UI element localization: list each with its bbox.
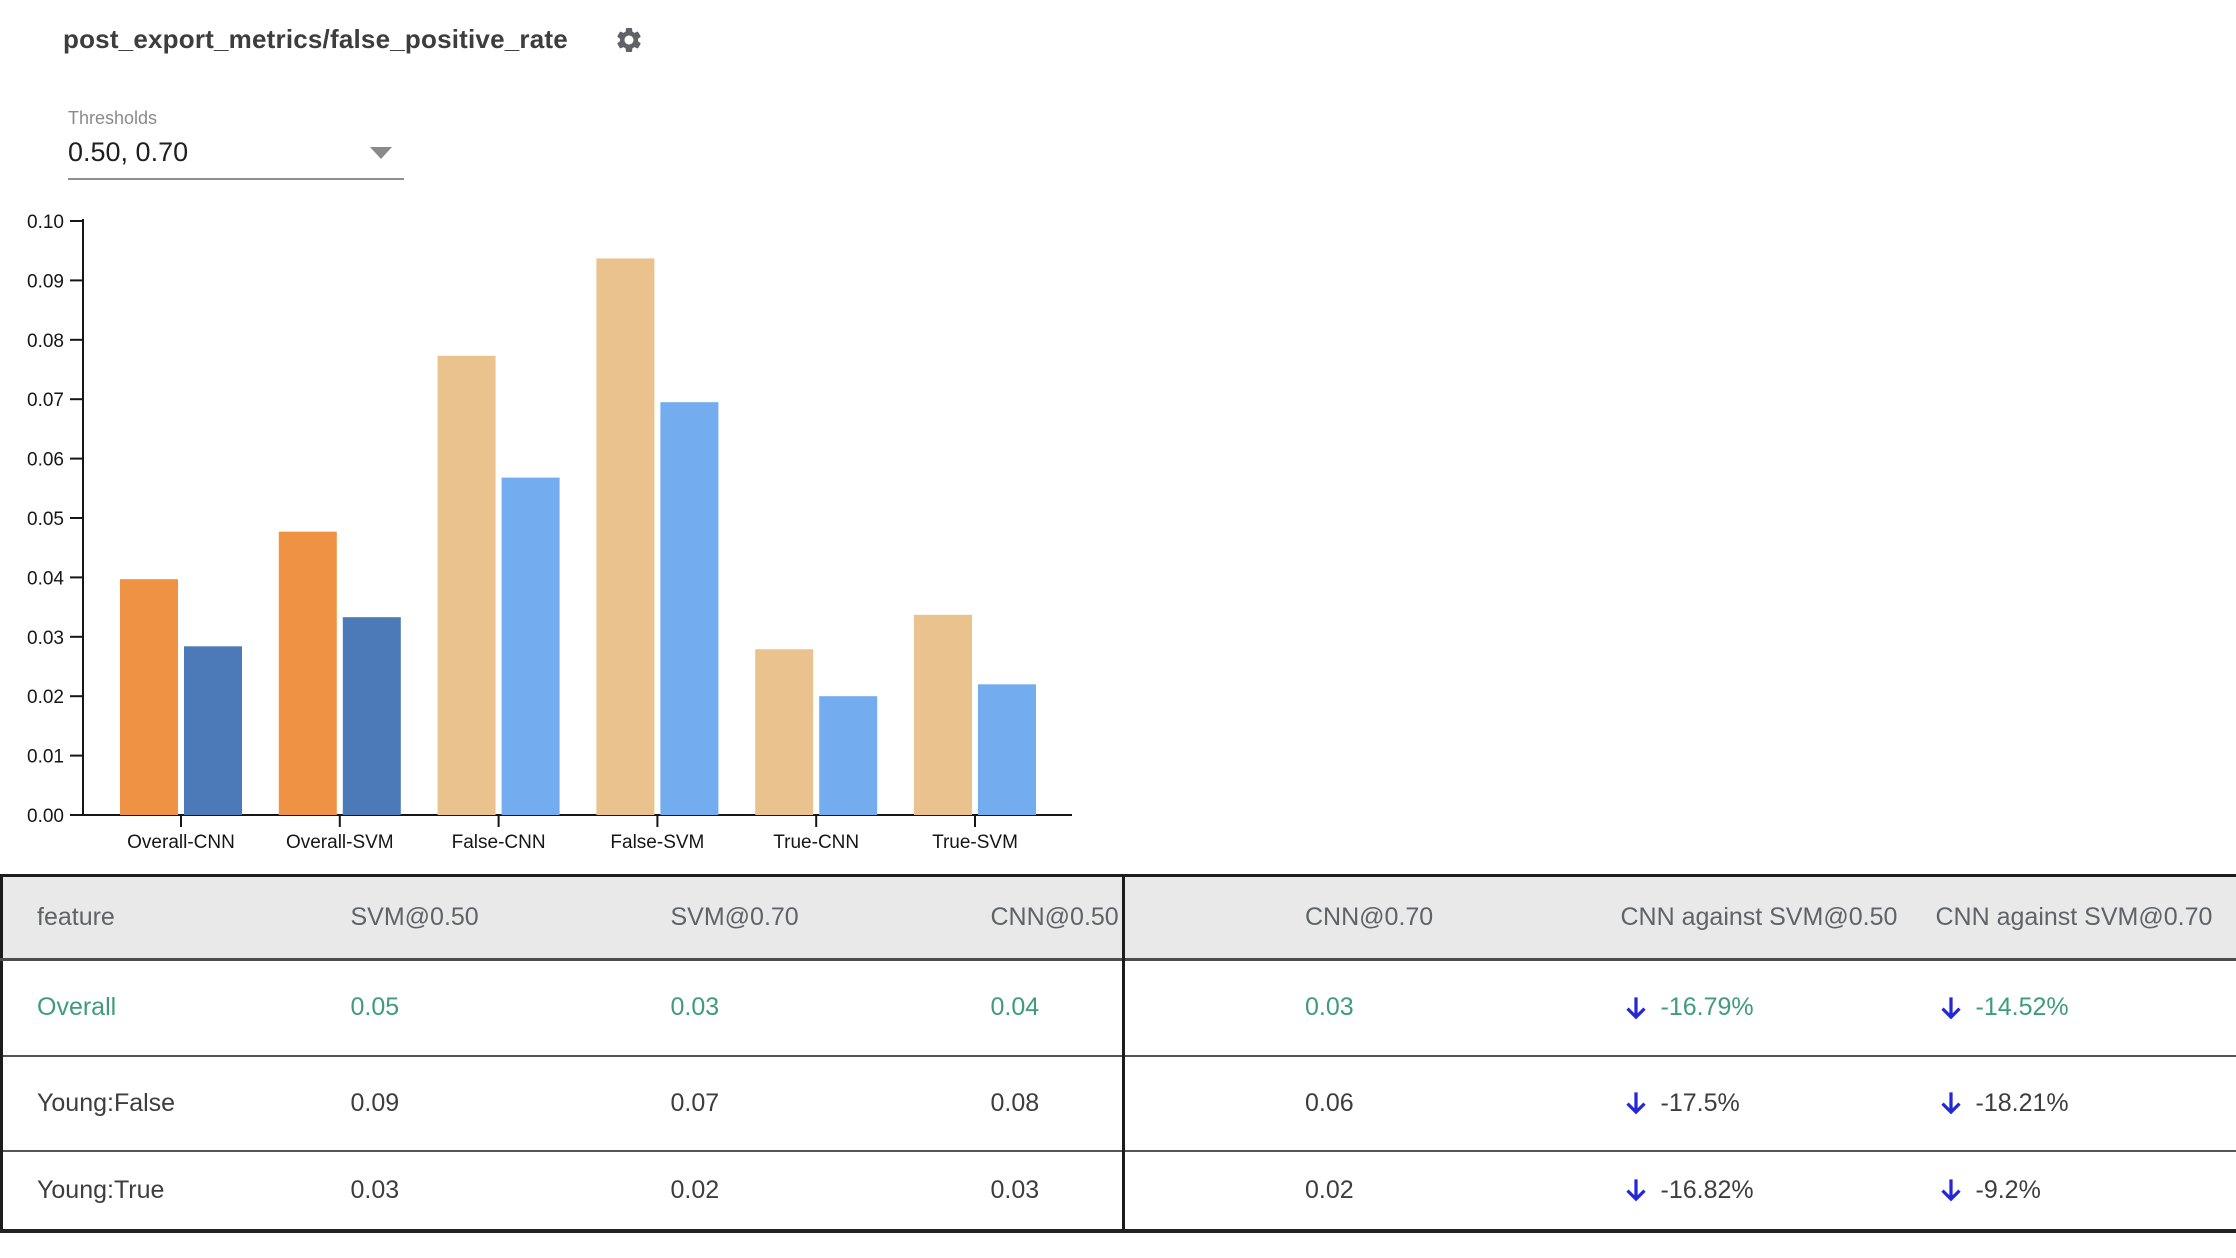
arrow-down-icon [1625, 1092, 1646, 1115]
feature-cell: Young:True [2, 1151, 317, 1231]
delta-cell: -9.2% [1902, 1151, 2236, 1231]
y-axis-tick-label: 0.10 [27, 212, 64, 233]
table-row-young-true[interactable]: Young:True 0.03 0.02 0.03 0.02 -16.82% -… [1, 1150, 2236, 1231]
metric-value: 0.02 [1305, 1175, 1354, 1204]
delta-value: -16.82% [1660, 1175, 1754, 1204]
fpr-bar-chart: 0.00 0.01 0.02 0.03 0.04 0.05 0.06 0.07 0.08 0.09… [27, 212, 1072, 853]
value-cell: 0.05 [317, 960, 637, 1056]
bar-Overall-SVM-threshold-0.70[interactable] [342, 617, 401, 815]
y-axis-tick-label: 0.07 [27, 390, 64, 411]
value-cell: 0.06 [1124, 1056, 1587, 1151]
metric-value: 0.06 [1305, 1088, 1354, 1117]
delta-cell: -17.5% [1587, 1056, 1902, 1151]
delta-cell: -18.21% [1902, 1056, 2236, 1151]
bar-False-SVM-threshold-0.70[interactable] [660, 402, 719, 815]
value-cell: 0.09 [317, 1056, 637, 1151]
metric-value: 0.05 [350, 993, 400, 1022]
bar-True-SVM-threshold-0.70[interactable] [978, 684, 1036, 815]
x-axis-label-True-CNN: True-CNN [773, 832, 859, 853]
col-header-cnn-050: CNN@0.50 [956, 875, 1125, 960]
metric-value: 0.03 [350, 1175, 400, 1204]
thresholds-value: 0.50, 0.70 [68, 137, 189, 167]
feature-cell: Young:False [2, 1056, 317, 1151]
metric-value: 0.03 [1305, 993, 1354, 1022]
x-axis-label-True-SVM: True-SVM [932, 832, 1018, 853]
metric-value: 0.03 [990, 1175, 1040, 1204]
x-axis-label-False-SVM: False-SVM [610, 832, 704, 853]
y-axis-tick-label: 0.08 [27, 331, 64, 352]
metric-value: 0.02 [670, 1175, 720, 1204]
feature-label: Young:False [37, 1088, 176, 1117]
value-cell: 0.08 [956, 1055, 1125, 1151]
bar-False-CNN-threshold-0.50[interactable] [437, 355, 496, 815]
col-header-cnn-070: CNN@0.70 [1305, 903, 1434, 931]
delta-value: -17.5% [1660, 1088, 1740, 1117]
metric-value: 0.08 [990, 1088, 1040, 1117]
x-axis-label-Overall-SVM: Overall-SVM [286, 832, 394, 853]
delta-value: -18.21% [1975, 1088, 2069, 1117]
y-axis-tick-label: 0.01 [27, 747, 64, 768]
col-header-svm-070: SVM@0.70 [670, 903, 799, 931]
y-axis-tick-label: 0.04 [27, 568, 64, 589]
metric-value: 0.04 [990, 993, 1040, 1022]
arrow-down-icon [1625, 1179, 1646, 1202]
table-row-young-false[interactable]: Young:False 0.09 0.07 0.08 0.06 -17.5% -… [1, 1055, 2236, 1151]
chevron-down-icon [370, 146, 392, 159]
settings-button[interactable] [612, 24, 646, 58]
page-title: post_export_metrics/false_positive_rate [63, 24, 568, 54]
feature-cell: Overall [2, 960, 317, 1056]
value-cell: 0.03 [956, 1150, 1125, 1231]
value-cell: 0.03 [637, 960, 957, 1056]
metrics-table: feature SVM@0.50 SVM@0.70 CNN@0.50 CNN@0… [0, 874, 2236, 1233]
gear-icon [614, 27, 644, 58]
table-row-overall[interactable]: Overall 0.05 0.03 0.04 0.03 -16.79% -14.… [1, 959, 2236, 1056]
col-header-svm-050: SVM@0.50 [350, 903, 479, 931]
value-cell: 0.04 [956, 959, 1125, 1056]
delta-value: -14.52% [1975, 993, 2069, 1022]
metric-value: 0.09 [350, 1088, 400, 1117]
bar-True-CNN-threshold-0.50[interactable] [755, 649, 814, 815]
y-axis-tick-label: 0.09 [27, 271, 64, 292]
bar-False-SVM-threshold-0.50[interactable] [596, 258, 655, 815]
metric-value: 0.03 [670, 993, 720, 1022]
col-header-feature: feature [37, 903, 115, 931]
x-axis-label-Overall-CNN: Overall-CNN [127, 832, 235, 853]
delta-cell: -16.79% [1587, 960, 1902, 1056]
arrow-down-icon [1940, 1179, 1961, 1202]
thresholds-select[interactable]: Thresholds 0.50, 0.70 [68, 108, 404, 180]
col-header-cnn-vs-svm-070: CNN against SVM@0.70 [1935, 903, 2213, 931]
thresholds-label: Thresholds [68, 108, 158, 128]
delta-cell: -14.52% [1902, 960, 2236, 1056]
delta-value: -16.79% [1660, 993, 1754, 1022]
x-axis-label-False-CNN: False-CNN [452, 832, 546, 853]
y-axis-tick-label: 0.06 [27, 450, 64, 471]
feature-label: Overall [37, 993, 117, 1022]
bar-Overall-CNN-threshold-0.50[interactable] [120, 579, 178, 815]
value-cell: 0.02 [1124, 1151, 1587, 1231]
bar-False-CNN-threshold-0.70[interactable] [501, 477, 560, 815]
arrow-down-icon [1940, 997, 1961, 1020]
arrow-down-icon [1940, 1092, 1961, 1115]
value-cell: 0.02 [637, 1151, 957, 1231]
y-axis-tick-label: 0.05 [27, 509, 64, 530]
y-axis-tick-label: 0.00 [27, 806, 64, 827]
col-header-cnn-vs-svm-050: CNN against SVM@0.50 [1620, 903, 1898, 931]
y-axis-tick-label: 0.03 [27, 628, 64, 649]
delta-cell: -16.82% [1587, 1151, 1902, 1231]
value-cell: 0.07 [637, 1056, 957, 1151]
feature-label: Young:True [37, 1175, 165, 1204]
bar-True-SVM-threshold-0.50[interactable] [914, 614, 972, 815]
arrow-down-icon [1625, 997, 1646, 1020]
value-cell: 0.03 [317, 1151, 637, 1231]
table-header-row: feature SVM@0.50 SVM@0.70 CNN@0.50 CNN@0… [1, 875, 2236, 960]
delta-value: -9.2% [1975, 1175, 2041, 1204]
bar-Overall-SVM-threshold-0.50[interactable] [278, 531, 337, 815]
bar-Overall-CNN-threshold-0.70[interactable] [184, 646, 242, 815]
metric-value: 0.07 [670, 1088, 720, 1117]
bar-True-CNN-threshold-0.70[interactable] [819, 696, 878, 815]
y-axis-tick-label: 0.02 [27, 687, 64, 708]
value-cell: 0.03 [1124, 960, 1587, 1056]
